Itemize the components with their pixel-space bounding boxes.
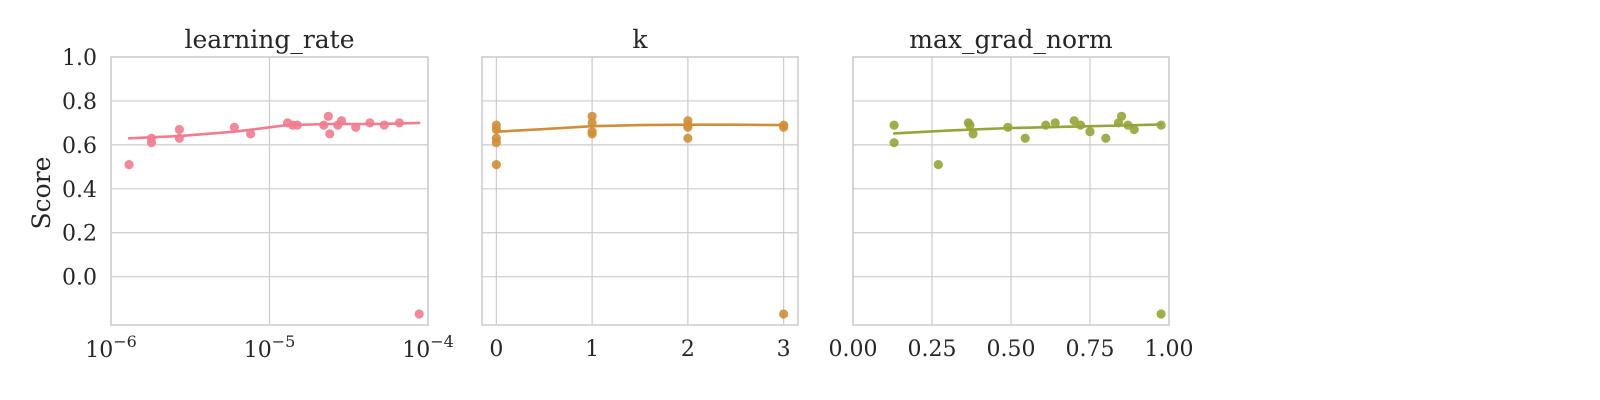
data-point xyxy=(491,124,501,135)
data-point xyxy=(365,118,375,128)
data-point xyxy=(229,122,239,132)
data-point xyxy=(246,129,256,139)
data-point xyxy=(146,138,157,148)
x-tick-label: 10−6 xyxy=(85,332,137,363)
data-point xyxy=(1156,309,1166,319)
data-point xyxy=(1129,124,1139,135)
y-tick-label: 0.6 xyxy=(62,134,97,159)
panel-title: k xyxy=(632,25,648,54)
panel-max-grad-norm: max_grad_norm 0.00 0.25 0.50 0.75 1.00 xyxy=(829,25,1194,362)
data-point xyxy=(968,129,978,139)
x-tick-label: 3 xyxy=(777,337,791,362)
data-point xyxy=(933,160,943,170)
data-point xyxy=(414,309,424,319)
data-point xyxy=(683,133,693,143)
data-point xyxy=(1003,122,1013,132)
y-tick-label: 0.2 xyxy=(62,222,97,247)
data-point xyxy=(1041,120,1051,130)
x-tick-exponent: −4 xyxy=(430,332,454,351)
data-point xyxy=(965,120,975,130)
x-tick-exponent: −6 xyxy=(113,332,137,351)
data-point xyxy=(1085,127,1095,137)
data-point xyxy=(379,120,389,130)
data-point xyxy=(1156,120,1166,130)
data-point xyxy=(587,111,597,121)
data-point xyxy=(1050,118,1060,128)
x-tick-base: 10 xyxy=(85,338,113,363)
x-tick-label: 0.75 xyxy=(1066,337,1115,362)
panel-title: learning_rate xyxy=(184,25,354,54)
trend-line xyxy=(495,123,785,133)
x-tick-label: 0 xyxy=(489,337,503,362)
data-point xyxy=(587,129,597,139)
panel-frame xyxy=(110,56,429,326)
data-point xyxy=(779,122,789,132)
data-point xyxy=(351,122,361,132)
panel-frame xyxy=(481,56,799,326)
x-tick-label: 2 xyxy=(681,337,695,362)
x-tick-label: 0.50 xyxy=(987,337,1036,362)
data-point xyxy=(1101,133,1111,143)
panel-title: max_grad_norm xyxy=(909,25,1113,54)
y-tick-label: 0.0 xyxy=(62,266,97,291)
trend-line xyxy=(127,121,421,140)
y-tick-label: 0.4 xyxy=(62,178,97,203)
y-tick-label: 0.8 xyxy=(62,90,97,115)
data-point xyxy=(319,120,329,130)
x-tick-base: 10 xyxy=(244,338,272,363)
x-tick-label: 0.25 xyxy=(908,337,957,362)
data-point xyxy=(683,122,693,132)
panel-k: k 0 1 2 3 xyxy=(481,25,799,362)
data-point xyxy=(889,138,899,148)
data-point xyxy=(1117,111,1127,121)
data-point xyxy=(1020,133,1030,143)
y-tick-label: 1.0 xyxy=(62,46,97,71)
data-point xyxy=(1075,120,1086,130)
data-point xyxy=(325,129,335,139)
data-point xyxy=(336,116,347,126)
data-point xyxy=(587,118,597,128)
data-point xyxy=(394,118,404,128)
data-point xyxy=(779,309,789,319)
data-point xyxy=(889,120,899,130)
data-point xyxy=(174,124,184,135)
x-tick-base: 10 xyxy=(402,338,430,363)
data-point xyxy=(491,160,501,170)
data-point xyxy=(491,138,501,148)
x-tick-label: 10−5 xyxy=(244,332,296,363)
data-point xyxy=(292,120,303,130)
y-axis-label: Score xyxy=(27,157,56,230)
data-point xyxy=(174,133,184,143)
data-point xyxy=(323,111,333,121)
data-point xyxy=(124,160,134,170)
x-tick-label: 1.00 xyxy=(1145,337,1194,362)
panel-frame xyxy=(852,56,1170,326)
x-tick-exponent: −5 xyxy=(272,332,296,351)
x-tick-label: 0.00 xyxy=(829,337,878,362)
x-tick-label: 1 xyxy=(585,337,599,362)
x-tick-label: 10−4 xyxy=(402,332,454,363)
